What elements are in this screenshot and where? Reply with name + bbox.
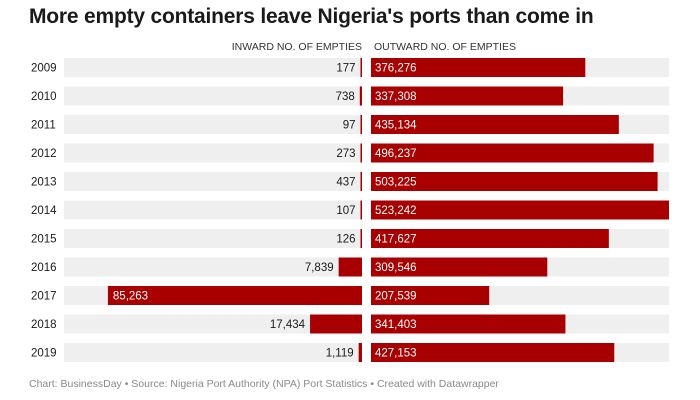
outward-value-label: 341,403 bbox=[375, 319, 417, 331]
inward-value-label: 273 bbox=[336, 148, 355, 160]
inward-value-label: 1,119 bbox=[326, 348, 354, 360]
year-label: 2013 bbox=[31, 177, 57, 189]
outward-bar bbox=[371, 200, 669, 220]
outward-bar bbox=[371, 86, 564, 106]
inward-track bbox=[64, 200, 362, 220]
outward-value-label: 376,276 bbox=[375, 63, 417, 75]
year-label: 2014 bbox=[31, 205, 57, 217]
year-label: 2016 bbox=[31, 262, 57, 274]
inward-value-label: 126 bbox=[336, 234, 355, 246]
outward-bar bbox=[371, 115, 619, 134]
outward-bar bbox=[371, 58, 586, 77]
outward-column-header: OUTWARD NO. OF EMPTIES bbox=[374, 41, 516, 53]
inward-value-label: 17,434 bbox=[270, 319, 306, 331]
year-label: 2011 bbox=[31, 120, 56, 132]
inward-bar bbox=[360, 229, 362, 248]
outward-bar bbox=[371, 314, 566, 334]
year-label: 2009 bbox=[31, 63, 57, 75]
inward-value-label: 97 bbox=[343, 120, 356, 132]
inward-bar bbox=[338, 257, 362, 277]
chart-title: More empty containers leave Nigeria's po… bbox=[29, 5, 594, 28]
inward-value-label: 7,839 bbox=[305, 262, 334, 274]
inward-column-header: INWARD NO. OF EMPTIES bbox=[231, 41, 362, 53]
inward-track bbox=[64, 58, 362, 77]
year-label: 2012 bbox=[31, 148, 57, 160]
inward-bar bbox=[360, 115, 362, 134]
year-label: 2010 bbox=[31, 91, 57, 103]
outward-value-label: 207,539 bbox=[375, 291, 417, 303]
outward-bar bbox=[371, 286, 490, 305]
inward-bar bbox=[310, 314, 362, 334]
year-label: 2019 bbox=[31, 348, 57, 360]
year-label: 2017 bbox=[31, 291, 57, 303]
chart-footer: Chart: BusinessDay • Source: Nigeria Por… bbox=[29, 378, 499, 390]
inward-bar bbox=[358, 343, 362, 362]
inward-track bbox=[64, 229, 362, 248]
outward-bar bbox=[371, 229, 609, 248]
inward-track bbox=[64, 115, 362, 134]
outward-value-label: 496,237 bbox=[375, 148, 417, 160]
inward-value-label: 738 bbox=[336, 91, 355, 103]
inward-track bbox=[64, 343, 362, 362]
inward-bar bbox=[360, 143, 362, 163]
inward-bar bbox=[360, 58, 362, 77]
outward-bar bbox=[371, 257, 548, 277]
inward-bar bbox=[107, 286, 362, 305]
inward-track bbox=[64, 257, 362, 277]
inward-track bbox=[64, 143, 362, 163]
year-label: 2015 bbox=[31, 234, 57, 246]
inward-track bbox=[64, 314, 362, 334]
outward-value-label: 417,627 bbox=[375, 234, 417, 246]
inward-bar bbox=[359, 86, 362, 106]
inward-value-label: 177 bbox=[336, 63, 355, 75]
outward-value-label: 503,225 bbox=[375, 177, 417, 189]
inward-track bbox=[64, 86, 362, 106]
outward-value-label: 337,308 bbox=[375, 91, 417, 103]
inward-bar bbox=[360, 172, 362, 191]
inward-value-label: 107 bbox=[336, 205, 355, 217]
outward-value-label: 309,546 bbox=[375, 262, 417, 274]
inward-value-label: 85,263 bbox=[113, 291, 148, 303]
inward-value-label: 437 bbox=[336, 177, 355, 189]
year-label: 2018 bbox=[31, 319, 57, 331]
inward-bar bbox=[360, 200, 362, 220]
outward-value-label: 435,134 bbox=[375, 120, 417, 132]
outward-bar bbox=[371, 343, 615, 362]
outward-bar bbox=[371, 172, 658, 191]
outward-value-label: 427,153 bbox=[375, 348, 417, 360]
outward-bar bbox=[371, 143, 654, 163]
inward-track bbox=[64, 172, 362, 191]
outward-value-label: 523,242 bbox=[375, 205, 417, 217]
